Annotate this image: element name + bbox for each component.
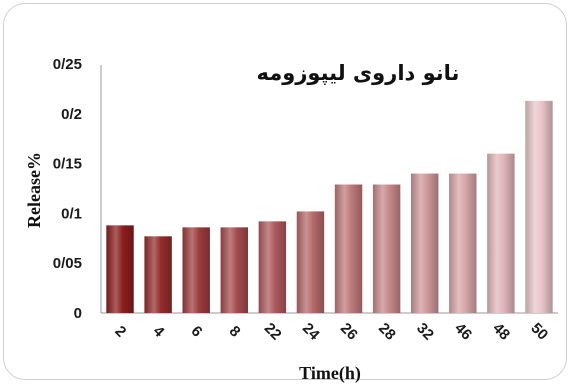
- bar-48: [487, 153, 515, 313]
- bar-6: [182, 227, 210, 313]
- y-axis-title: Release%: [24, 152, 44, 228]
- bar-50: [525, 100, 553, 314]
- x-tick-label: 50: [527, 320, 551, 344]
- y-tick-label: 0/1: [61, 205, 82, 222]
- bar-2: [106, 225, 134, 313]
- bar-46: [449, 173, 477, 313]
- bar-32: [410, 173, 439, 313]
- x-tick-label: 26: [337, 320, 361, 344]
- bar-8: [220, 227, 249, 313]
- y-tick-label: 0/05: [53, 255, 82, 272]
- x-tick-label: 32: [413, 320, 437, 344]
- y-tick-label: 0/25: [53, 56, 82, 73]
- bar-26: [334, 184, 363, 313]
- x-tick-label: 24: [299, 320, 323, 344]
- y-tick-label: 0/2: [61, 106, 82, 123]
- bar-24: [296, 211, 325, 313]
- x-tick-label: 48: [489, 320, 513, 344]
- bar-22: [258, 221, 287, 313]
- x-tick-label: 6: [188, 323, 206, 341]
- x-tick-label: 2: [111, 323, 129, 341]
- x-tick-label: 46: [451, 320, 475, 344]
- x-tick-label: 4: [150, 323, 168, 341]
- x-tick-label: 8: [226, 323, 244, 341]
- bar-4: [144, 236, 172, 313]
- y-tick-label: 0: [74, 305, 82, 322]
- x-axis-title: Time(h): [299, 363, 361, 384]
- x-tick-label: 28: [375, 320, 399, 344]
- y-tick-label: 0/15: [53, 156, 82, 173]
- x-tick-label: 22: [261, 320, 285, 344]
- chart-title: نانو داروی لیپوزومه: [257, 61, 460, 85]
- bar-28: [372, 184, 401, 313]
